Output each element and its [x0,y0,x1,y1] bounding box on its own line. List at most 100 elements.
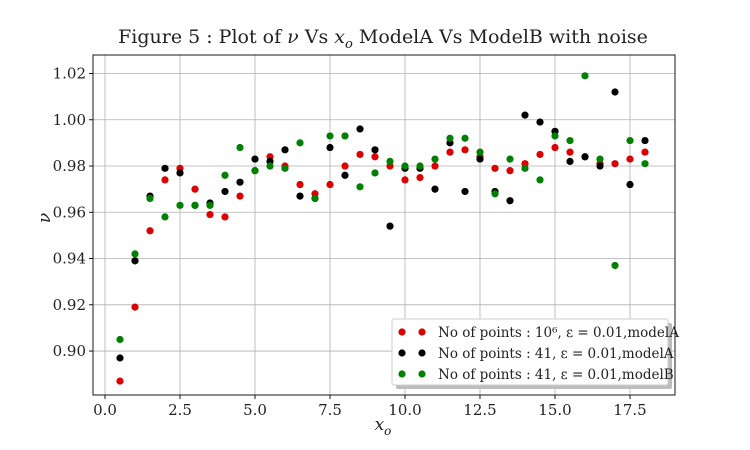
series-1-point [626,155,634,163]
series-1-point [146,227,154,235]
series-1-point [236,192,244,200]
series-2-point [356,125,364,133]
series-2-point [296,192,304,200]
series-1-point [611,160,619,168]
series-3-point [581,72,589,80]
series-2-point [536,118,544,126]
legend: No of points : 10⁶, ε = 0.01,modelA No of… [391,318,679,389]
series-2-point [281,146,289,154]
y-tick-label: 0.94 [53,250,86,268]
series-2-point [626,180,634,189]
series-1-point [341,162,349,170]
series-3-point [416,162,424,170]
series-2-point [371,146,379,154]
series-1-point [446,148,454,156]
series-3-point [551,132,559,140]
x-tick-label: 2.5 [168,401,192,419]
x-tick-label: 12.5 [463,401,496,419]
series-3-point [326,132,334,140]
series-3-point [311,194,319,203]
series-2-point [251,155,259,163]
series-2-point [431,185,439,193]
series-3-point [611,261,619,270]
series-3-point [191,201,199,209]
series-3-point [206,201,214,209]
series-3-point [626,136,634,145]
y-tick-label: 0.92 [53,296,86,314]
series-1-point [416,173,424,182]
series-2-point [566,157,574,165]
series-1-point [506,167,514,175]
series-1-point [431,162,439,170]
series-1-point [491,164,499,172]
x-tick-label: 17.5 [613,401,646,419]
series-3-point [641,160,649,168]
series-2-point [461,187,469,196]
series-2-point [641,136,649,145]
legend-label: No of points : 41, ε = 0.01,modelA [438,346,674,362]
series-3-point [251,167,259,175]
chart-title: Figure 5 : Plot of ν Vs xo ModelA Vs Mod… [118,26,648,52]
series-2-point [581,153,589,161]
legend-marker [398,370,406,378]
legend-label: No of points : 10⁶, ε = 0.01,modelA [438,325,679,341]
series-3-point [566,136,574,145]
plot-area-frame [92,54,676,396]
series-1-point [191,185,199,193]
series-2-point [341,171,349,179]
x-tick-label: 5.0 [243,401,267,419]
y-tick-label: 0.98 [53,157,86,175]
series-3-point [446,134,454,142]
series-1-point [221,213,229,221]
series-2-point [611,88,619,96]
x-tick-label: 0.0 [93,401,117,419]
series-1-point [371,153,379,161]
legend-box [391,318,669,386]
series-1-point [566,148,574,156]
series-1-point [461,146,469,154]
series-3-point [281,164,289,172]
legend-marker [398,328,406,336]
series-3-point [176,201,184,209]
x-tick-label: 10.0 [388,401,421,419]
x-axis-ticks: 0.0 2.5 5.0 7.5 10.0 12.5 15.0 17.5 [93,395,647,419]
y-axis-ticks: 0.90 0.92 0.94 0.96 0.98 1.00 1.02 [53,65,93,360]
series-3-point [401,162,409,170]
series-1-point [641,148,649,156]
series-3-point [161,213,169,221]
series-2-point [161,164,169,172]
series-2-point [506,197,514,205]
series-3-point [536,176,544,184]
series-3-point [266,162,274,170]
y-axis-label: ν [35,213,55,223]
series-2-point [326,143,334,152]
series-2-point [386,222,394,230]
series-2-point [131,257,139,265]
series-1-point [116,377,124,385]
legend-marker [398,349,406,357]
series-3-point [521,164,529,172]
data-points [116,72,649,385]
series-3-point [341,132,349,140]
series-3-point [596,155,604,163]
series-2-point [596,162,604,170]
series-3-point [236,143,244,152]
series-1-point [536,150,544,159]
series-3-point [146,194,154,203]
legend-marker [418,370,426,378]
series-3-point [491,190,499,198]
series-1-point [356,150,364,159]
series-3-point [476,148,484,156]
series-3-point [296,139,304,147]
series-2-point [236,178,244,186]
legend-marker [418,349,426,357]
series-3-point [356,183,364,191]
series-3-point [506,155,514,163]
series-1-point [161,176,169,184]
series-1-point [296,180,304,189]
grid-lines [93,55,675,395]
series-3-point [131,250,139,258]
series-2-point [116,354,124,362]
series-3-point [431,155,439,163]
series-2-point [476,155,484,163]
